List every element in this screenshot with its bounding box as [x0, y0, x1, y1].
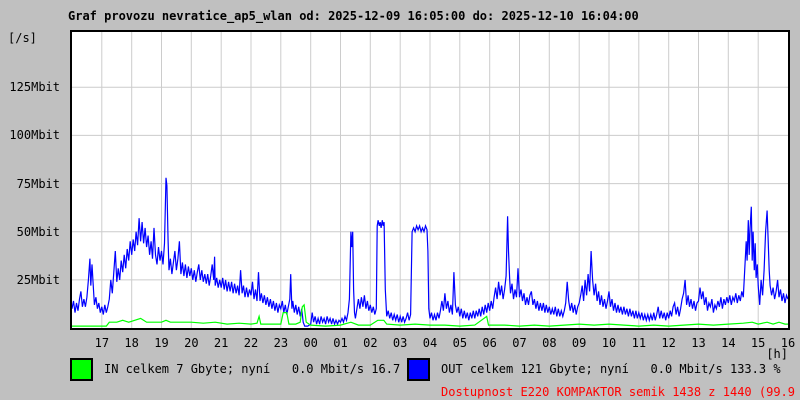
y-tick-label: 100Mbit — [9, 128, 60, 143]
x-tick-label: 17 — [94, 336, 110, 350]
x-tick-label: 10 — [601, 336, 617, 350]
plot-area — [70, 30, 790, 330]
availability-note: Dostupnost E220 KOMPAKTOR semik 1438 z 1… — [441, 385, 800, 399]
series-out — [72, 177, 788, 327]
x-tick-label: 22 — [243, 336, 259, 350]
x-tick-label: 11 — [631, 336, 647, 350]
in-legend-swatch — [70, 358, 93, 381]
traffic-chart — [72, 32, 788, 328]
y-tick-label: 25Mbit — [16, 272, 60, 287]
x-tick-label: 06 — [482, 336, 497, 350]
out-legend-swatch — [407, 358, 430, 381]
x-tick-label: 09 — [571, 336, 587, 350]
x-tick-label: 15 — [750, 336, 766, 350]
x-tick-label: 16 — [780, 336, 796, 350]
x-tick-label: 14 — [721, 336, 736, 350]
x-tick-label: 23 — [273, 336, 289, 350]
x-tick-label: 00 — [303, 336, 318, 350]
x-axis-unit-label: [h] — [766, 347, 788, 361]
x-tick-label: 13 — [691, 336, 706, 350]
x-tick-label: 19 — [154, 336, 169, 350]
x-tick-label: 20 — [184, 336, 199, 350]
x-tick-label: 03 — [392, 336, 408, 350]
x-tick-label: 01 — [333, 336, 348, 350]
y-axis-unit-label: [/s] — [8, 31, 37, 45]
x-tick-label: 21 — [213, 336, 229, 350]
x-tick-label: 12 — [661, 336, 676, 350]
series-in — [72, 303, 788, 327]
x-tick-label: 07 — [512, 336, 527, 350]
out-legend-label: OUT celkem 121 Gbyte; nyní 0.0 Mbit/s 13… — [441, 362, 781, 376]
x-tick-label: 08 — [542, 336, 557, 350]
y-tick-label: 125Mbit — [9, 80, 60, 95]
in-legend-label: IN celkem 7 Gbyte; nyní 0.0 Mbit/s 16.7 … — [104, 362, 415, 376]
graph-title: Graf provozu nevratice_ap5_wlan od: 2025… — [68, 9, 639, 23]
x-tick-label: 02 — [363, 336, 378, 350]
y-tick-label: 50Mbit — [16, 224, 60, 239]
x-tick-label: 18 — [124, 336, 139, 350]
x-tick-label: 04 — [422, 336, 438, 350]
x-tick-label: 05 — [452, 336, 468, 350]
y-tick-label: 75Mbit — [16, 176, 60, 191]
